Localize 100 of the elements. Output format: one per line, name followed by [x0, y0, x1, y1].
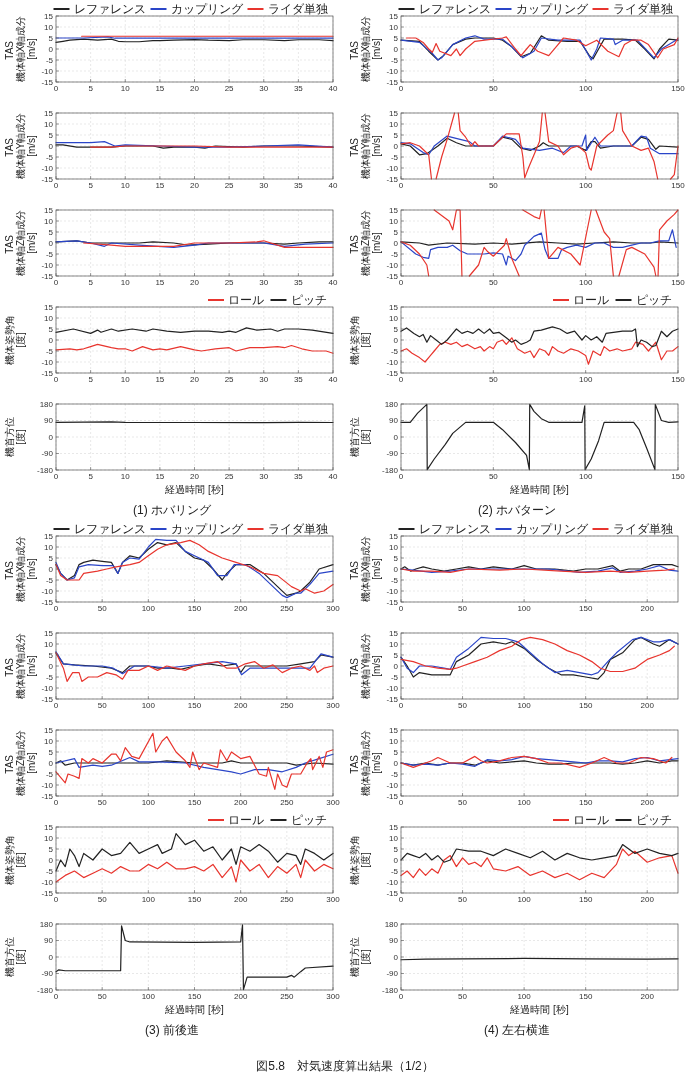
y-tick-label: 5: [393, 553, 399, 563]
y-tick-label: -5: [45, 575, 54, 585]
x-tick-label: 20: [190, 84, 200, 93]
y-tick-label: 5: [393, 33, 399, 43]
y-tick-label: 0: [393, 238, 399, 248]
x-tick-label: 25: [224, 84, 235, 93]
legend-label: ライダ単独: [267, 2, 328, 17]
x-tick-label: 30: [259, 472, 269, 481]
x-tick-label: 20: [190, 181, 200, 190]
x-tick-label: 5: [88, 181, 94, 190]
y-tick-label: -10: [41, 260, 54, 270]
x-tick-label: 10: [120, 278, 131, 287]
y-tick-label: -15: [386, 77, 399, 87]
y-tick-label: -15: [41, 888, 54, 898]
x-tick-label: 250: [280, 798, 295, 807]
y-tick-label: -10: [41, 877, 54, 887]
y-tick-label: 15: [44, 11, 54, 21]
x-tick-label: 5: [88, 84, 94, 93]
y-tick-label: 5: [48, 650, 54, 660]
x-tick-label: 35: [293, 375, 304, 384]
y-tick-label: 0: [48, 661, 54, 671]
x-tick-label: 100: [141, 604, 156, 613]
y-tick-label: -15: [41, 791, 54, 801]
y-tick-label: -10: [41, 357, 54, 367]
y-tick-label: 15: [389, 205, 399, 215]
y-tick-label: -10: [41, 66, 54, 76]
caption: 図5.8 対気速度算出結果（1/2）: [256, 1059, 434, 1073]
legend-label: ライダ単独: [267, 522, 328, 537]
y-tick-label: -5: [45, 769, 54, 779]
y-tick-label: -5: [390, 575, 399, 585]
x-tick-label: 150: [187, 895, 202, 904]
x-tick-label: 40: [328, 181, 338, 190]
x-tick-label: 25: [224, 278, 235, 287]
x-tick-label: 150: [671, 181, 686, 190]
x-tick-label: 25: [224, 375, 235, 384]
text: (3) 前後進: [145, 1023, 199, 1037]
y-tick-label: 180: [39, 399, 54, 409]
y-tick-label: 10: [389, 119, 399, 129]
y-tick-label: 5: [393, 844, 399, 854]
y-axis-title: TAS 機体軸X軸成分[m/s]: [349, 535, 382, 603]
x-tick-label: 200: [640, 992, 655, 1001]
x-tick-label: 200: [233, 798, 248, 807]
y-tick-label: -10: [41, 683, 54, 693]
y-tick-label: 10: [44, 313, 54, 323]
y-tick-label: -15: [41, 271, 54, 281]
y-tick-label: 5: [393, 227, 399, 237]
legend-label: レファレンス: [418, 2, 491, 17]
x-tick-label: 100: [517, 604, 532, 613]
y-tick-label: 0: [48, 141, 54, 151]
y-axis-title: 機体姿勢角[度]: [349, 315, 371, 365]
y-tick-label: -5: [45, 672, 54, 682]
y-tick-label: 10: [44, 639, 54, 649]
x-tick-label: 50: [97, 798, 108, 807]
y-tick-label: 0: [48, 758, 54, 768]
x-tick-label: 15: [155, 84, 165, 93]
y-tick-label: 0: [48, 952, 54, 962]
y-tick-label: -10: [386, 683, 399, 693]
x-tick-label: 40: [328, 84, 338, 93]
x-tick-label: 10: [120, 472, 131, 481]
x-tick-label: 150: [187, 798, 202, 807]
x-tick-label: 25: [224, 472, 235, 481]
legend-label: ロール: [228, 293, 264, 308]
y-tick-label: 0: [393, 661, 399, 671]
legend-label: ピッチ: [635, 813, 672, 828]
y-tick-label: -5: [390, 55, 399, 65]
x-tick-label: 100: [141, 895, 156, 904]
x-tick-label: 250: [280, 604, 295, 613]
y-tick-label: 5: [48, 227, 54, 237]
x-tick-label: 100: [517, 992, 532, 1001]
y-tick-label: 15: [389, 628, 399, 638]
y-tick-label: 90: [44, 416, 54, 426]
x-axis-title: 経過時間 [秒]: [509, 484, 569, 495]
y-tick-label: 180: [384, 399, 399, 409]
x-tick-label: 200: [640, 604, 655, 613]
x-tick-label: 100: [141, 798, 156, 807]
y-tick-label: 15: [389, 302, 399, 312]
x-tick-label: 50: [488, 84, 499, 93]
x-tick-label: 50: [488, 472, 499, 481]
legend-label: ピッチ: [290, 293, 327, 308]
x-tick-label: 15: [155, 472, 165, 481]
x-tick-label: 150: [187, 701, 202, 710]
x-tick-label: 50: [458, 895, 468, 904]
x-tick-label: 100: [578, 84, 593, 93]
x-tick-label: 35: [293, 84, 304, 93]
x-tick-label: 35: [293, 278, 304, 287]
y-axis-title: TAS 機体軸Z軸成分[m/s]: [4, 729, 37, 797]
y-tick-label: 0: [393, 952, 399, 962]
legend-label: レファレンス: [73, 522, 146, 537]
legend-label: ロール: [573, 813, 609, 828]
x-tick-label: 30: [259, 375, 269, 384]
x-tick-label: 100: [517, 895, 532, 904]
y-axis-title: TAS 機体軸Y軸成分[m/s]: [349, 112, 382, 180]
y-tick-label: -10: [386, 586, 399, 596]
x-tick-label: 50: [97, 701, 108, 710]
y-tick-label: 15: [44, 205, 54, 215]
y-tick-label: 15: [44, 302, 54, 312]
x-tick-label: 25: [224, 181, 235, 190]
x-tick-label: 300: [326, 798, 341, 807]
y-tick-label: -15: [41, 77, 54, 87]
y-tick-label: -5: [390, 866, 399, 876]
